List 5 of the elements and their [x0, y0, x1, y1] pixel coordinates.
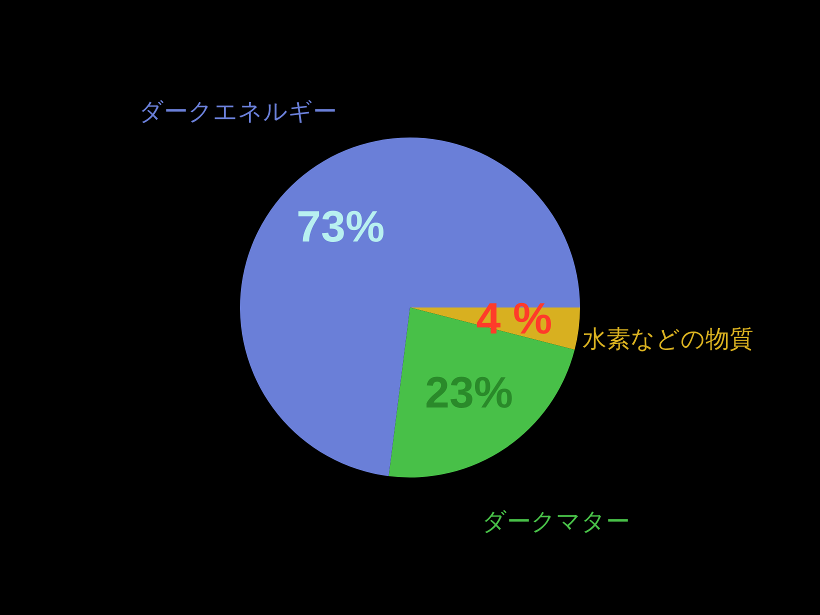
data-label: 73% — [296, 202, 385, 252]
slice-label: ダークエネルギー — [139, 97, 338, 126]
slice-label: ダークマター — [482, 508, 630, 536]
pie-slice — [240, 138, 580, 476]
slice-label: 水素などの物質 — [582, 325, 754, 354]
